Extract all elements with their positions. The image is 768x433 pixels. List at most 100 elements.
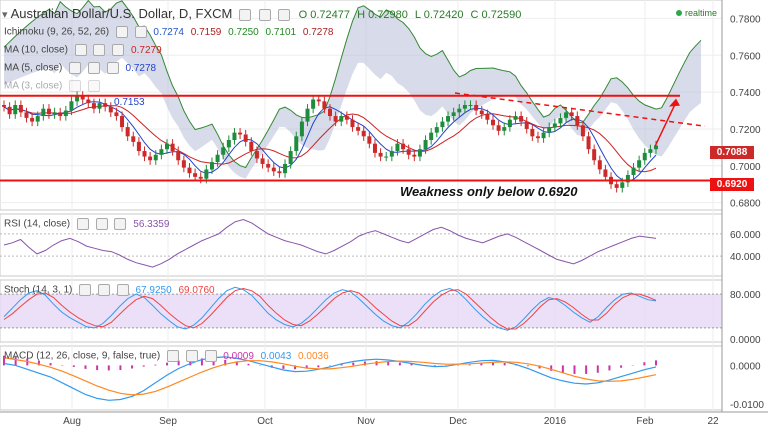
- legend-ma3-label: MA (3, close): [4, 80, 63, 92]
- ohlc-low-label: L: [414, 9, 421, 21]
- candle-body: [277, 171, 282, 174]
- legend-ichimoku-v2: 0.7159: [190, 26, 222, 38]
- candle-body: [519, 116, 524, 122]
- settings-icon[interactable]: [87, 62, 100, 74]
- legend-rsi-value: 56.3359: [133, 218, 170, 230]
- legend-ichimoku[interactable]: Ichimoku (9, 26, 52, 26) 0.7274 0.7159 0…: [4, 26, 334, 38]
- candle-body: [620, 182, 625, 188]
- close-icon[interactable]: [204, 350, 217, 362]
- legend-ichimoku-v3: 0.7250: [228, 26, 259, 38]
- legend-ma3[interactable]: MA (3, close): [4, 80, 100, 92]
- legend-ma5[interactable]: MA (5, close) 0.7278: [4, 62, 156, 74]
- eye-icon[interactable]: [69, 62, 82, 74]
- macd-pane[interactable]: [3, 355, 657, 401]
- candle-body: [63, 110, 68, 117]
- candle-body: [462, 105, 467, 109]
- x-tick-label: Feb: [636, 416, 654, 427]
- candle-body: [603, 169, 608, 177]
- ohlc-open-label: O: [298, 9, 308, 21]
- candle-body: [114, 112, 119, 117]
- settings-icon[interactable]: [87, 80, 100, 92]
- candle-body: [356, 127, 361, 131]
- candle-body: [406, 149, 411, 155]
- stoch-band: [0, 294, 722, 328]
- rsi-pane[interactable]: [0, 218, 722, 268]
- candle-body: [423, 140, 428, 150]
- rsi-tick-label: 60.000: [730, 230, 761, 241]
- candle-body: [524, 121, 529, 129]
- settings-icon[interactable]: [134, 26, 147, 38]
- realtime-badge: realtime: [676, 8, 717, 18]
- close-icon[interactable]: [114, 218, 127, 230]
- stoch-tick-label: 0.0000: [730, 335, 761, 346]
- candle-body: [586, 136, 591, 150]
- collapse-arrow-icon[interactable]: ▾: [2, 9, 8, 21]
- candle-body: [446, 116, 451, 122]
- eye-icon[interactable]: [69, 80, 82, 92]
- settings-icon[interactable]: [97, 284, 110, 296]
- candle-body: [479, 110, 484, 115]
- candle-body: [316, 99, 321, 102]
- stoch-tick-label: 80.000: [730, 290, 761, 301]
- close-icon[interactable]: [277, 9, 290, 22]
- candle-body: [440, 121, 445, 128]
- eye-icon[interactable]: [115, 26, 128, 38]
- price-badge-support: 0.6920: [710, 178, 754, 191]
- candle-body: [221, 147, 226, 155]
- eye-icon[interactable]: [74, 44, 87, 56]
- candle-body: [637, 160, 642, 168]
- candle-body: [367, 136, 372, 144]
- stoch-k-line: [3, 286, 657, 331]
- symbol-header: ▾ Australian Dollar/U.S. Dollar, D, FXCM…: [2, 6, 521, 22]
- legend-macd-label: MACD (12, 26, close, 9, false, true): [4, 350, 161, 362]
- candle-body: [159, 149, 164, 155]
- candle-body: [181, 160, 186, 168]
- candle-body: [350, 119, 355, 128]
- candle-body: [7, 106, 12, 115]
- candle-body: [193, 173, 198, 177]
- close-icon[interactable]: [106, 62, 119, 74]
- eye-icon[interactable]: [166, 350, 179, 362]
- legend-stoch[interactable]: Stoch (14, 3, 1) 67.9250 69.0760: [4, 284, 215, 296]
- legend-ma3-value: 0.7153: [114, 97, 145, 108]
- eye-icon[interactable]: [76, 218, 89, 230]
- candle-body: [344, 116, 349, 120]
- legend-stoch-label: Stoch (14, 3, 1): [4, 284, 73, 296]
- price-tick-label: 0.7200: [730, 125, 761, 136]
- candle-body: [226, 140, 231, 148]
- stoch-pane[interactable]: [0, 286, 722, 331]
- candle-body: [254, 151, 259, 159]
- legend-rsi[interactable]: RSI (14, close) 56.3359: [4, 218, 169, 230]
- settings-icon[interactable]: [185, 350, 198, 362]
- candle-body: [58, 112, 63, 117]
- legend-stoch-k: 67.9250: [135, 284, 172, 296]
- candle-body: [401, 143, 406, 150]
- candle-body: [580, 125, 585, 137]
- legend-ma3-value-row: 0.7153: [110, 97, 145, 108]
- candle-body: [24, 112, 29, 118]
- candle-body: [198, 176, 203, 179]
- candle-body: [176, 151, 181, 161]
- close-icon[interactable]: [112, 44, 125, 56]
- legend-ichimoku-v4: 0.7101: [265, 26, 297, 38]
- legend-macd[interactable]: MACD (12, 26, close, 9, false, true) 0.0…: [4, 350, 329, 362]
- candle-body: [597, 160, 602, 170]
- candle-body: [378, 152, 383, 157]
- settings-icon[interactable]: [95, 218, 108, 230]
- candle-body: [389, 151, 394, 157]
- candle-body: [305, 108, 310, 122]
- candle-body: [35, 116, 40, 122]
- candle-body: [384, 156, 389, 158]
- price-pane[interactable]: [0, 91, 722, 193]
- eye-icon[interactable]: [79, 284, 92, 296]
- legend-ma10[interactable]: MA (10, close) 0.7279: [4, 44, 162, 56]
- candle-body: [283, 163, 288, 174]
- candle-body: [249, 141, 254, 152]
- eye-icon[interactable]: [239, 9, 252, 22]
- close-icon[interactable]: [116, 284, 129, 296]
- settings-icon[interactable]: [258, 9, 271, 22]
- candle-body: [260, 158, 265, 164]
- settings-icon[interactable]: [93, 44, 106, 56]
- candle-body: [361, 130, 366, 137]
